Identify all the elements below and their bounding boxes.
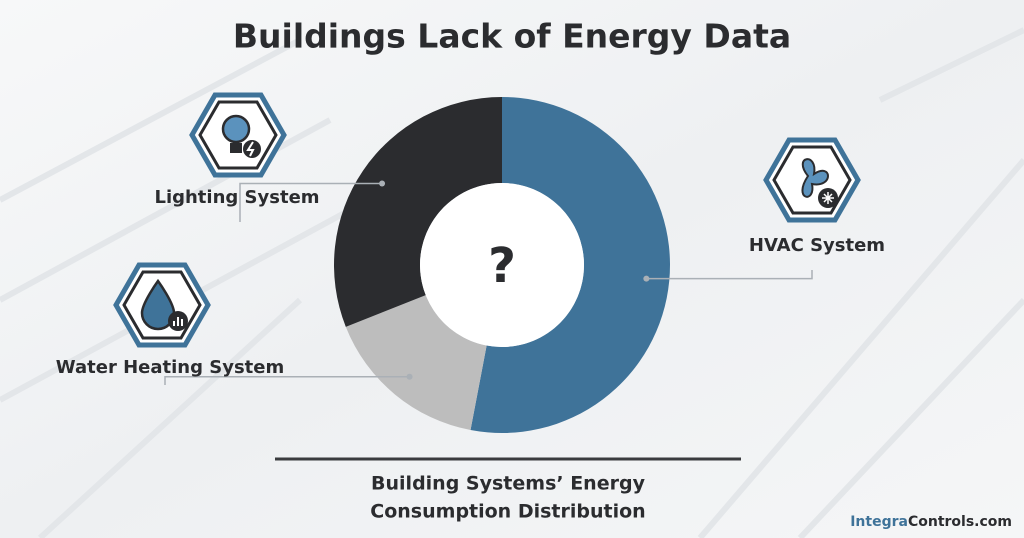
donut-segment	[345, 295, 487, 431]
leader-dot	[379, 180, 386, 187]
title: Buildings Lack of Energy Data	[233, 17, 791, 56]
donut-hole	[420, 183, 584, 347]
leader-line	[646, 270, 813, 280]
center-label: ?	[488, 238, 516, 294]
water-heating-icon	[113, 262, 211, 348]
brand: Integra	[850, 514, 908, 530]
segment-label: Lighting System	[154, 187, 319, 208]
segment-label: HVAC System	[749, 235, 885, 256]
leader-line	[164, 375, 410, 385]
segment-label: Water Heating System	[56, 357, 284, 378]
footer-brand: IntegraControls.com	[850, 514, 1012, 530]
leader-dot	[406, 373, 413, 380]
donut-segment	[470, 97, 670, 433]
domain: Controls.com	[908, 514, 1012, 530]
leader-line	[239, 182, 383, 222]
lighting-icon	[189, 92, 287, 178]
caption: Building Systems’ Energy	[371, 473, 646, 495]
caption: Consumption Distribution	[370, 501, 645, 523]
hvac-icon	[763, 137, 861, 223]
leader-dot	[643, 275, 650, 282]
donut-segment	[334, 97, 502, 327]
